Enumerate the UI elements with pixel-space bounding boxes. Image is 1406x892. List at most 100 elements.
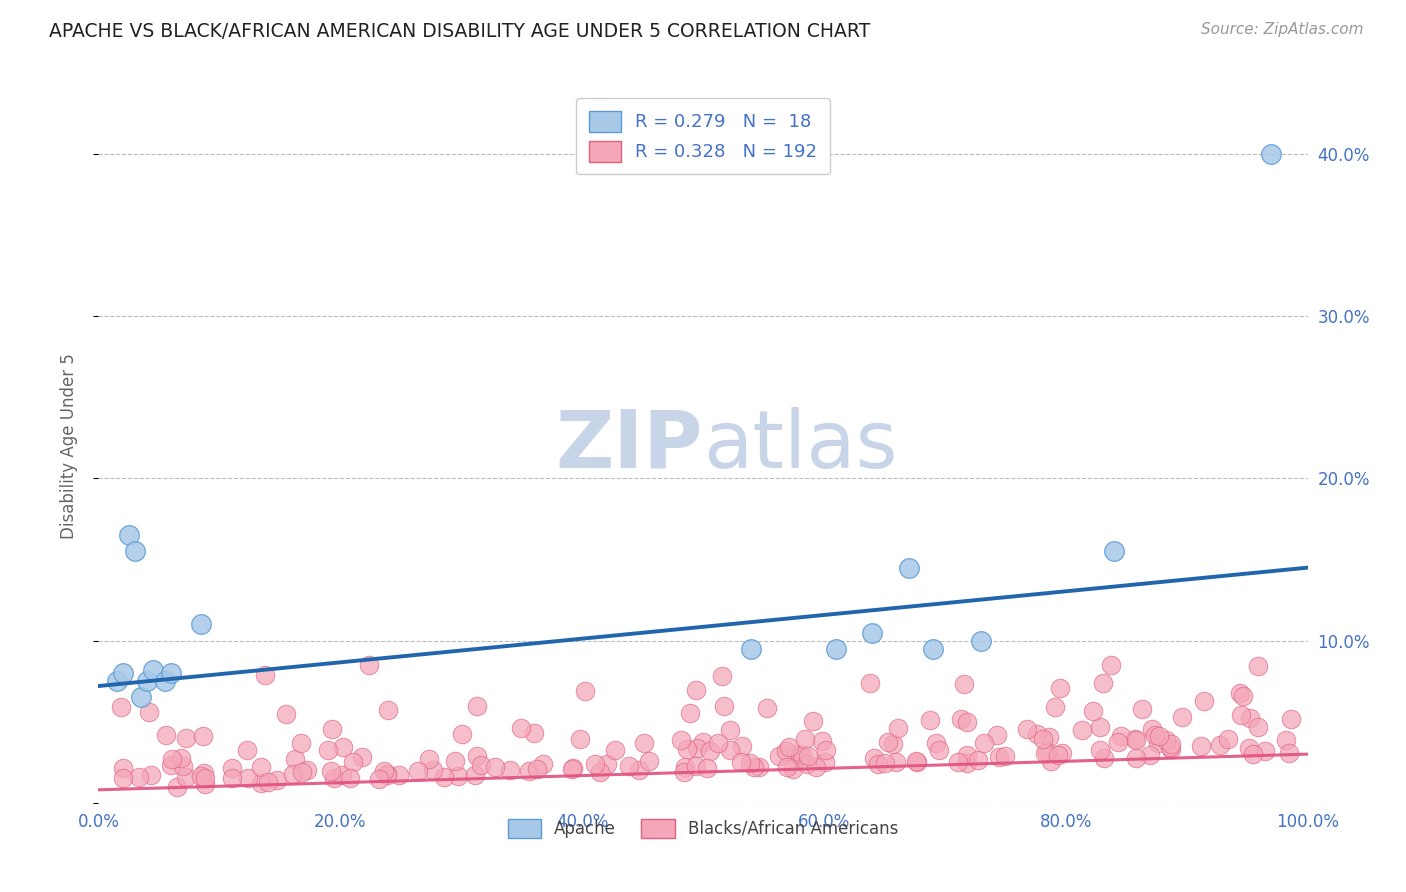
- Point: [994, 749, 1017, 764]
- Point: [768, 748, 790, 763]
- Point: [1038, 730, 1060, 744]
- Point: [155, 728, 177, 742]
- Point: [925, 736, 948, 750]
- Point: [707, 736, 730, 750]
- Point: [713, 698, 735, 713]
- Point: [685, 758, 707, 772]
- Point: [194, 772, 217, 786]
- Point: [811, 733, 834, 747]
- Point: [748, 760, 770, 774]
- Point: [1090, 720, 1112, 734]
- Point: [790, 747, 813, 762]
- Point: [589, 764, 612, 779]
- Point: [583, 757, 606, 772]
- Point: [357, 657, 380, 672]
- Point: [1099, 657, 1122, 672]
- Point: [166, 780, 188, 795]
- Point: [692, 735, 714, 749]
- Point: [806, 760, 828, 774]
- Point: [1071, 723, 1094, 737]
- Point: [1278, 746, 1301, 760]
- Point: [1036, 745, 1059, 759]
- Point: [297, 763, 319, 777]
- Point: [638, 754, 661, 768]
- Point: [141, 768, 163, 782]
- Point: [596, 756, 619, 771]
- Point: [1049, 681, 1071, 695]
- Point: [142, 663, 165, 677]
- Point: [174, 731, 197, 745]
- Point: [685, 683, 707, 698]
- Point: [1109, 729, 1132, 743]
- Point: [447, 768, 470, 782]
- Point: [1140, 723, 1163, 737]
- Legend: Apache, Blacks/African Americans: Apache, Blacks/African Americans: [501, 812, 905, 845]
- Point: [1154, 733, 1177, 747]
- Point: [952, 677, 974, 691]
- Point: [112, 761, 135, 775]
- Point: [330, 767, 353, 781]
- Point: [221, 772, 243, 786]
- Point: [129, 690, 152, 705]
- Point: [1209, 739, 1232, 753]
- Point: [1239, 711, 1261, 725]
- Point: [679, 706, 702, 720]
- Point: [332, 739, 354, 754]
- Point: [350, 750, 373, 764]
- Point: [1032, 732, 1054, 747]
- Point: [949, 713, 972, 727]
- Point: [291, 765, 314, 780]
- Point: [696, 761, 718, 775]
- Point: [323, 771, 346, 785]
- Point: [928, 742, 950, 756]
- Point: [235, 743, 257, 757]
- Point: [406, 764, 429, 778]
- Point: [921, 641, 943, 656]
- Point: [825, 641, 848, 656]
- Point: [236, 772, 259, 786]
- Point: [388, 768, 411, 782]
- Point: [987, 750, 1010, 764]
- Point: [742, 760, 765, 774]
- Point: [368, 772, 391, 787]
- Point: [1160, 737, 1182, 751]
- Point: [1171, 710, 1194, 724]
- Point: [266, 773, 288, 788]
- Point: [1275, 733, 1298, 747]
- Point: [633, 736, 655, 750]
- Point: [1237, 741, 1260, 756]
- Point: [1230, 708, 1253, 723]
- Point: [221, 761, 243, 775]
- Point: [465, 699, 488, 714]
- Point: [676, 742, 699, 756]
- Point: [789, 749, 811, 764]
- Point: [1107, 735, 1129, 749]
- Point: [111, 666, 134, 681]
- Point: [574, 684, 596, 698]
- Point: [970, 633, 993, 648]
- Point: [193, 777, 215, 791]
- Point: [290, 735, 312, 749]
- Point: [1194, 694, 1216, 708]
- Point: [418, 752, 440, 766]
- Text: atlas: atlas: [703, 407, 897, 485]
- Point: [1123, 731, 1146, 746]
- Point: [796, 757, 818, 772]
- Point: [793, 731, 815, 746]
- Point: [190, 617, 212, 632]
- Point: [135, 674, 157, 689]
- Point: [918, 713, 941, 727]
- Point: [172, 758, 194, 772]
- Point: [776, 760, 799, 774]
- Point: [249, 760, 271, 774]
- Point: [1147, 729, 1170, 743]
- Point: [257, 775, 280, 789]
- Point: [561, 762, 583, 776]
- Point: [669, 733, 692, 747]
- Point: [193, 729, 215, 743]
- Point: [373, 764, 395, 779]
- Point: [124, 544, 146, 558]
- Text: APACHE VS BLACK/AFRICAN AMERICAN DISABILITY AGE UNDER 5 CORRELATION CHART: APACHE VS BLACK/AFRICAN AMERICAN DISABIL…: [49, 22, 870, 41]
- Point: [1260, 147, 1282, 161]
- Y-axis label: Disability Age Under 5: Disability Age Under 5: [59, 353, 77, 539]
